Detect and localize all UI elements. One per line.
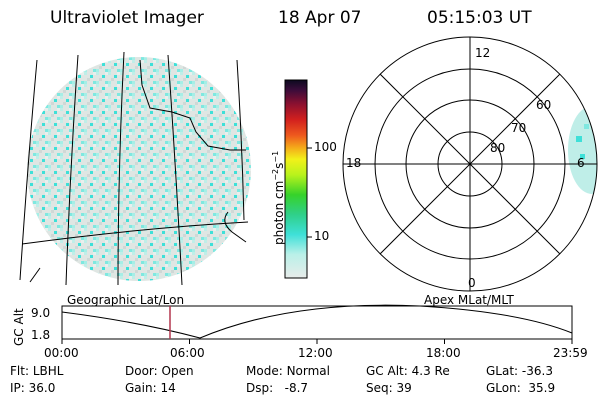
altitude-xtick-0600: 06:00 [170,346,205,360]
gain-info: Gain: 14 [125,381,176,395]
gc-alt-info: GC Alt: 4.3 Re [366,364,450,378]
geographic-caption: Geographic Lat/Lon [67,293,185,307]
altitude-ylabel: GC Alt [12,308,26,346]
mlt-label-12: 12 [475,46,491,60]
mlt-label-6: 6 [577,156,585,170]
altitude-xtick-1800: 18:00 [426,346,461,360]
mlt-label-18: 18 [346,156,362,170]
mlat-label-80: 80 [490,141,506,155]
seq-info: Seq: 39 [366,381,412,395]
glat-info: GLat: -36.3 [486,364,553,378]
dsp-info: Dsp: -8.7 [246,381,309,395]
altitude-xtick-1200: 12:00 [298,346,333,360]
mlat-label-60: 60 [536,98,552,112]
image-time: 05:15:03 UT [427,8,532,28]
altitude-xtick-0000: 00:00 [44,346,79,360]
apex-caption: Apex MLat/MLT [424,293,514,307]
colorbar-tick-10: 10 [314,229,330,243]
altitude-ytick-max: 9.0 [31,306,51,320]
glon-info: GLon: 35.9 [486,381,556,395]
mlat-label-70: 70 [511,121,527,135]
filter-info: Flt: LBHL [10,364,64,378]
altitude-ytick-min: 1.8 [31,328,51,342]
altitude-xtick-2359: 23:59 [553,346,588,360]
mlt-label-0: 0 [468,276,476,290]
door-info: Door: Open [125,364,194,378]
app-title: Ultraviolet Imager [50,8,204,28]
ip-info: IP: 36.0 [10,381,56,395]
image-date: 18 Apr 07 [278,8,362,28]
colorbar-tick-100: 100 [314,140,337,154]
mode-info: Mode: Normal [246,364,330,378]
